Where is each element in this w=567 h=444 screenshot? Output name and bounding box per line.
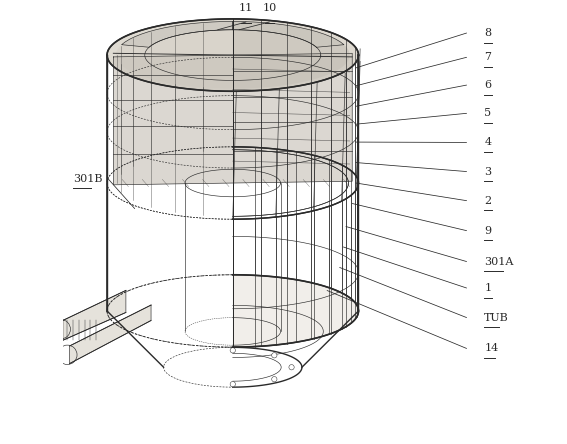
Text: 6: 6 — [484, 80, 492, 90]
Polygon shape — [107, 19, 358, 91]
Text: 2: 2 — [484, 196, 492, 206]
Text: 11: 11 — [239, 3, 253, 13]
Text: 7: 7 — [484, 52, 491, 62]
Polygon shape — [113, 53, 352, 185]
Text: 8: 8 — [484, 28, 492, 38]
Polygon shape — [70, 305, 151, 364]
Text: 14: 14 — [484, 344, 498, 353]
Polygon shape — [63, 290, 126, 340]
Text: 3: 3 — [484, 166, 492, 177]
Polygon shape — [233, 21, 344, 47]
Circle shape — [230, 381, 235, 387]
Polygon shape — [233, 19, 358, 347]
Polygon shape — [233, 21, 350, 55]
Circle shape — [272, 353, 277, 358]
Text: 4: 4 — [484, 138, 492, 147]
Text: 301A: 301A — [484, 257, 514, 266]
Polygon shape — [116, 55, 233, 89]
Polygon shape — [233, 55, 350, 89]
Text: TUB: TUB — [484, 313, 509, 323]
Circle shape — [289, 365, 294, 370]
Circle shape — [230, 348, 235, 353]
Text: 1: 1 — [484, 283, 492, 293]
Polygon shape — [121, 21, 233, 47]
Polygon shape — [116, 21, 233, 55]
Circle shape — [272, 377, 277, 382]
Text: 301B: 301B — [73, 174, 102, 184]
Text: 9: 9 — [484, 226, 492, 236]
Text: 5: 5 — [484, 108, 492, 118]
Text: 10: 10 — [263, 3, 277, 13]
